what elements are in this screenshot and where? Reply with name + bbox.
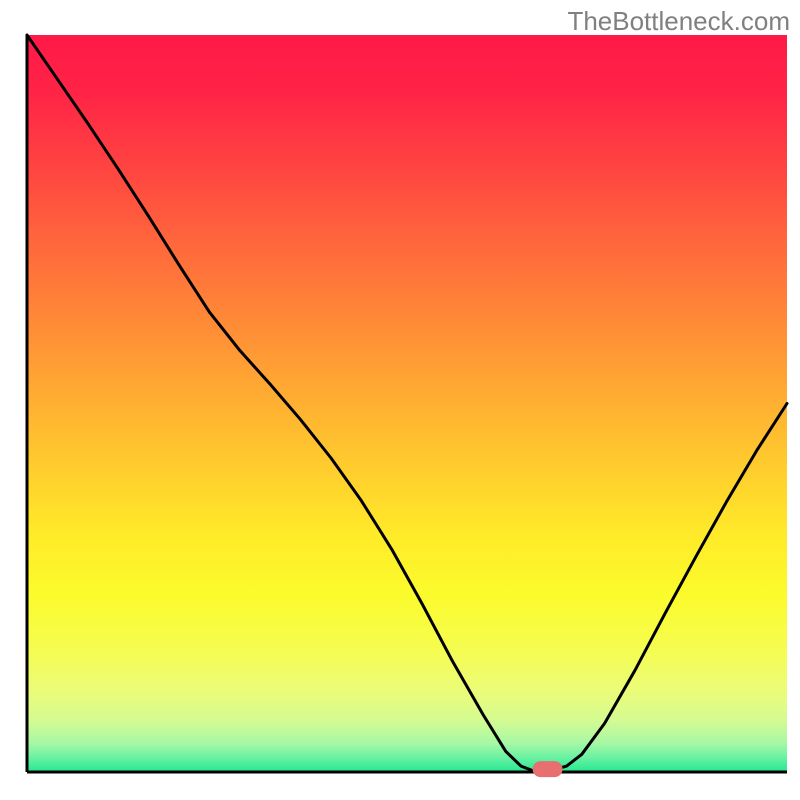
watermark-text: TheBottleneck.com	[567, 6, 790, 37]
chart-svg	[0, 0, 800, 800]
bottleneck-chart: TheBottleneck.com	[0, 0, 800, 800]
